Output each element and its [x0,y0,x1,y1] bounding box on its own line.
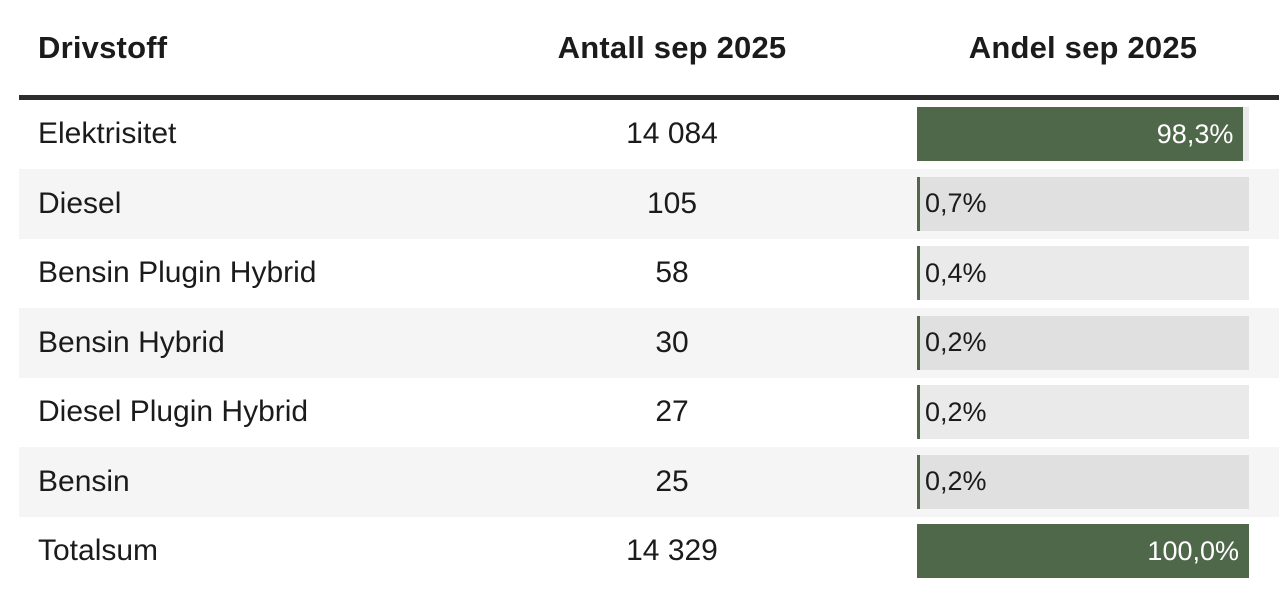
row-label: Diesel [38,186,122,220]
table-header-row: Drivstoff Antall sep 2025 Andel sep 2025 [19,0,1279,95]
table-row: Totalsum 14 329 100,0% [19,517,1279,587]
row-count: 25 [655,464,689,498]
table-row: Diesel Plugin Hybrid 27 0,2% [19,378,1279,448]
table-row: Elektrisitet 14 084 98,3% [19,100,1279,170]
share-bar-label: 0,2% [925,466,987,497]
row-label: Bensin Plugin Hybrid [38,256,317,290]
share-bar-label: 0,2% [925,327,987,358]
share-bar-label: 98,3% [1156,118,1234,149]
column-header-andel: Andel sep 2025 [968,29,1198,65]
share-bar: 0,2% [917,315,1249,370]
table-row: Bensin Hybrid 30 0,2% [19,308,1279,378]
share-bar: 0,2% [917,385,1249,440]
share-bar-fill: 100,0% [917,524,1249,579]
share-bar-fill: 0,7% [917,176,987,231]
table-row: Bensin 25 0,2% [19,447,1279,517]
row-count: 105 [646,186,698,220]
row-label: Diesel Plugin Hybrid [38,395,309,429]
share-bar-fill: 0,2% [917,315,987,370]
fuel-share-table: Drivstoff Antall sep 2025 Andel sep 2025… [19,0,1279,586]
header-rule [19,95,1279,100]
row-label: Bensin Hybrid [38,325,225,359]
row-count: 14 084 [626,117,718,151]
table-row: Bensin Plugin Hybrid 58 0,4% [19,239,1279,309]
column-header-antall: Antall sep 2025 [557,29,787,65]
table-body: Elektrisitet 14 084 98,3% Diesel 105 0,7… [19,100,1279,587]
row-label: Elektrisitet [38,117,177,151]
share-bar-fill: 0,2% [917,385,987,440]
share-bar-fill: 0,2% [917,454,987,509]
share-bar: 0,2% [917,454,1249,509]
share-bar-fill: 0,4% [917,246,987,301]
share-bar-label: 0,4% [925,257,987,288]
share-bar: 0,7% [917,176,1249,231]
row-count: 58 [655,256,689,290]
share-bar: 0,4% [917,246,1249,301]
row-label: Totalsum [38,534,159,568]
row-count: 30 [655,325,689,359]
share-bar-fill: 98,3% [917,107,1244,162]
share-bar-label: 0,7% [925,188,987,219]
share-bar: 100,0% [917,524,1249,579]
share-bar-label: 0,2% [925,396,987,427]
table-row: Diesel 105 0,7% [19,169,1279,239]
row-count: 14 329 [626,534,718,568]
row-label: Bensin [38,464,130,498]
column-header-drivstoff: Drivstoff [38,29,168,65]
row-count: 27 [655,395,689,429]
share-bar-label: 100,0% [1147,535,1239,566]
share-bar: 98,3% [917,107,1249,162]
